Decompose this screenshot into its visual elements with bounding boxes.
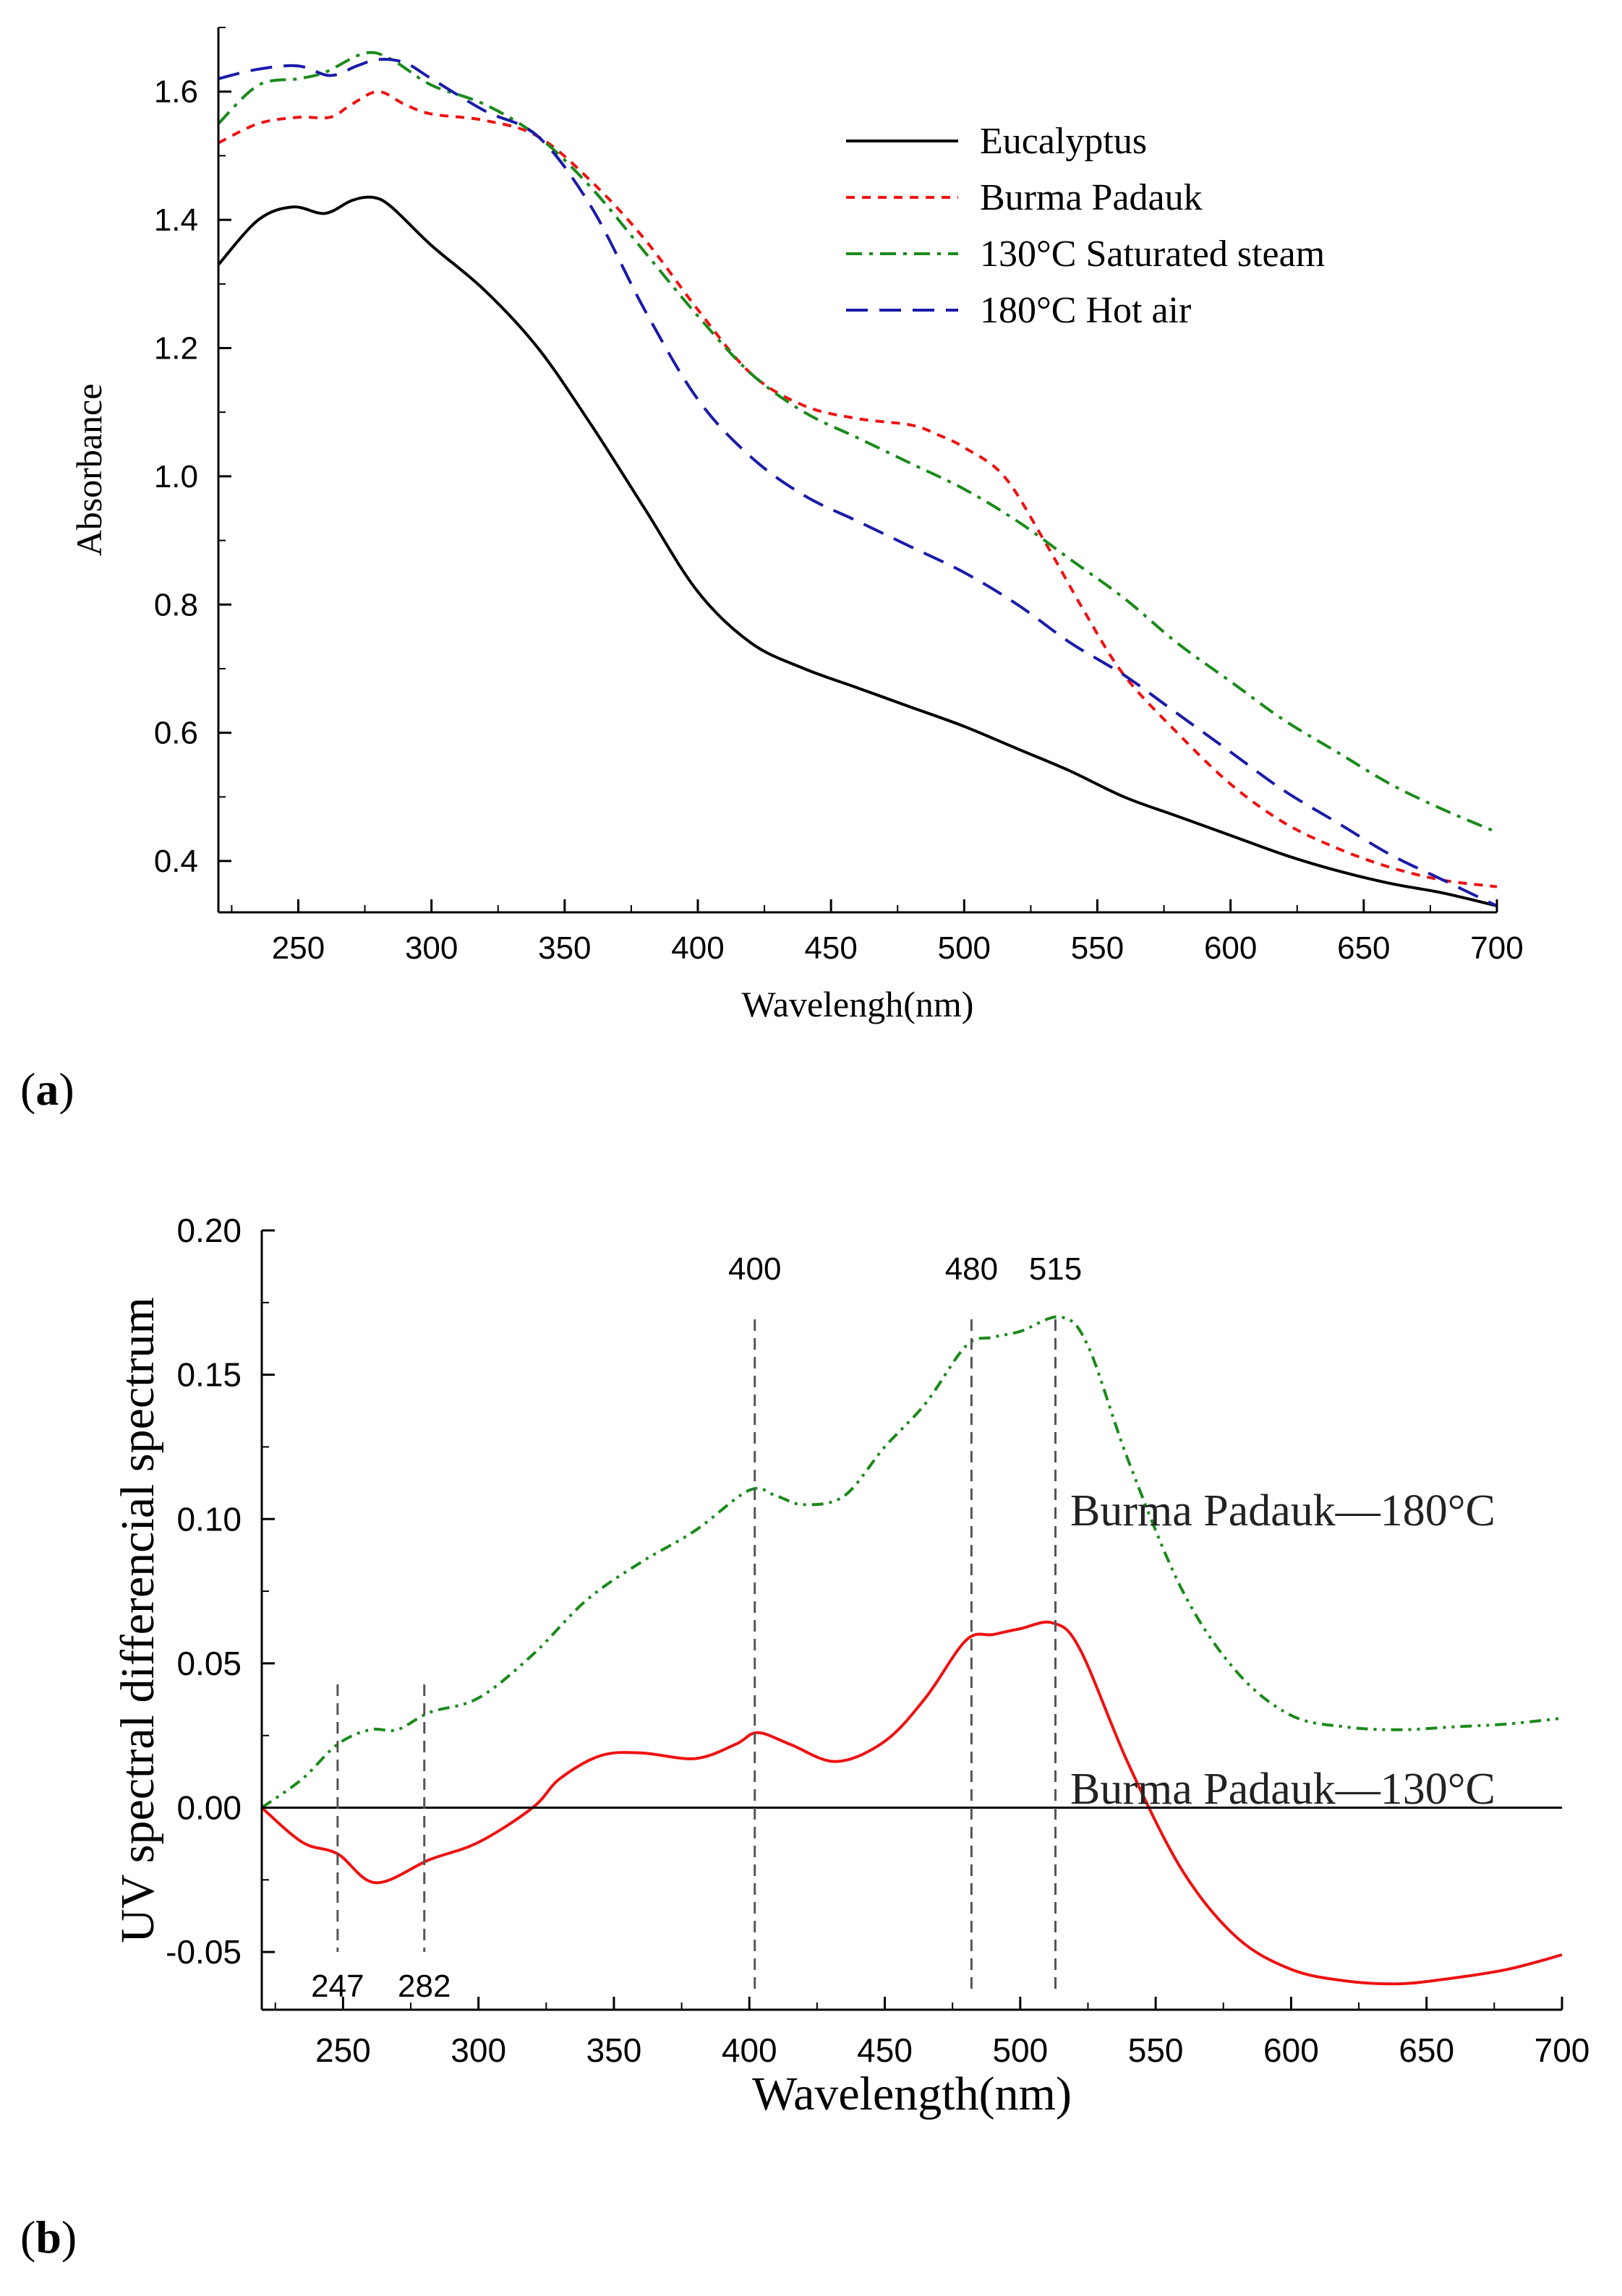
series-line-a-0 — [217, 195, 1498, 908]
y-tick-label-b: 0.15 — [176, 1356, 242, 1394]
panel-label-a: (a) — [20, 1063, 74, 1115]
x-tick-label-b: 450 — [857, 2031, 913, 2069]
y-tick-label-b: 0.10 — [176, 1500, 242, 1538]
series-line-a-2 — [217, 51, 1498, 834]
series-line-b-0 — [260, 1315, 1563, 1809]
x-tick-label-a: 300 — [405, 930, 458, 966]
x-tick-label-a: 450 — [804, 930, 857, 966]
series-label-b-1: Burma Padauk—130°C — [1070, 1765, 1495, 1814]
x-axis-label-a: Wavelengh(nm) — [742, 984, 974, 1024]
x-tick-label-a: 550 — [1071, 930, 1124, 966]
y-tick-label-a: 1.6 — [154, 74, 198, 110]
x-tick-label-a: 600 — [1204, 930, 1257, 966]
x-tick-label-a: 650 — [1337, 930, 1390, 966]
x-tick-label-b: 550 — [1128, 2031, 1184, 2069]
peak-marker-label: 515 — [1029, 1251, 1082, 1287]
y-tick-label-b: 0.00 — [176, 1789, 242, 1827]
x-tick-label-a: 400 — [671, 930, 724, 966]
peak-marker-label: 400 — [728, 1251, 781, 1287]
y-tick-label-a: 0.6 — [154, 716, 198, 751]
x-tick-label-b: 600 — [1263, 2031, 1319, 2069]
peak-marker-label: 247 — [311, 1969, 364, 2004]
y-tick-label-a: 1.4 — [154, 202, 198, 238]
chart-a: 250 300 350 400 450 500 550 600 650 700 0.4 0.6 0.8 1… — [69, 27, 1524, 1024]
x-tick-label-b: 350 — [586, 2031, 642, 2069]
legend-a: Eucalyptus Burma Padauk 130°C Saturated st… — [846, 121, 1325, 331]
series-line-a-1 — [218, 90, 1498, 888]
x-tick-label-b: 500 — [992, 2031, 1048, 2069]
x-tick-label-b: 250 — [315, 2031, 371, 2069]
y-tick-label-a: 1.0 — [154, 459, 198, 494]
chart-b: 250 300 350 400 450 500 550 600 650 700 -0.05 0.00 0… — [111, 1212, 1589, 2120]
peak-marker-label: 480 — [945, 1251, 998, 1287]
x-tick-label-b: 300 — [451, 2031, 506, 2069]
x-axis-label-b: Wavelength(nm) — [752, 2068, 1072, 2120]
x-tick-label-a: 700 — [1470, 930, 1523, 966]
x-tick-label-a: 350 — [538, 930, 591, 966]
y-tick-label-a: 0.8 — [154, 587, 198, 622]
series-line-b-1 — [260, 1620, 1563, 1986]
series-label-b-0: Burma Padauk—180°C — [1070, 1486, 1495, 1535]
legend-label-a-0: Eucalyptus — [980, 121, 1147, 162]
y-tick-label-b: 0.20 — [176, 1212, 242, 1249]
y-axis-label-b: UV spectral differencial spectrum — [111, 1297, 164, 1943]
x-tick-label-b: 650 — [1399, 2031, 1454, 2069]
y-tick-label-a: 1.2 — [154, 330, 198, 366]
y-axis-label-a: Absorbance — [69, 384, 109, 557]
series-line-a-3 — [218, 58, 1498, 907]
x-tick-label-a: 500 — [938, 930, 991, 966]
y-tick-label-b: 0.05 — [176, 1645, 242, 1682]
peak-marker-label: 282 — [398, 1969, 451, 2004]
x-tick-label-b: 700 — [1535, 2031, 1590, 2069]
x-tick-label-b: 400 — [722, 2031, 777, 2069]
y-tick-label-b: -0.05 — [166, 1933, 242, 1971]
y-tick-label-a: 0.4 — [154, 844, 198, 879]
panel-label-b: (b) — [20, 2211, 77, 2263]
legend-label-a-2: 130°C Saturated steam — [980, 234, 1325, 275]
x-tick-label-a: 250 — [272, 930, 325, 966]
legend-label-a-3: 180°C Hot air — [980, 290, 1191, 331]
legend-label-a-1: Burma Padauk — [980, 177, 1203, 218]
